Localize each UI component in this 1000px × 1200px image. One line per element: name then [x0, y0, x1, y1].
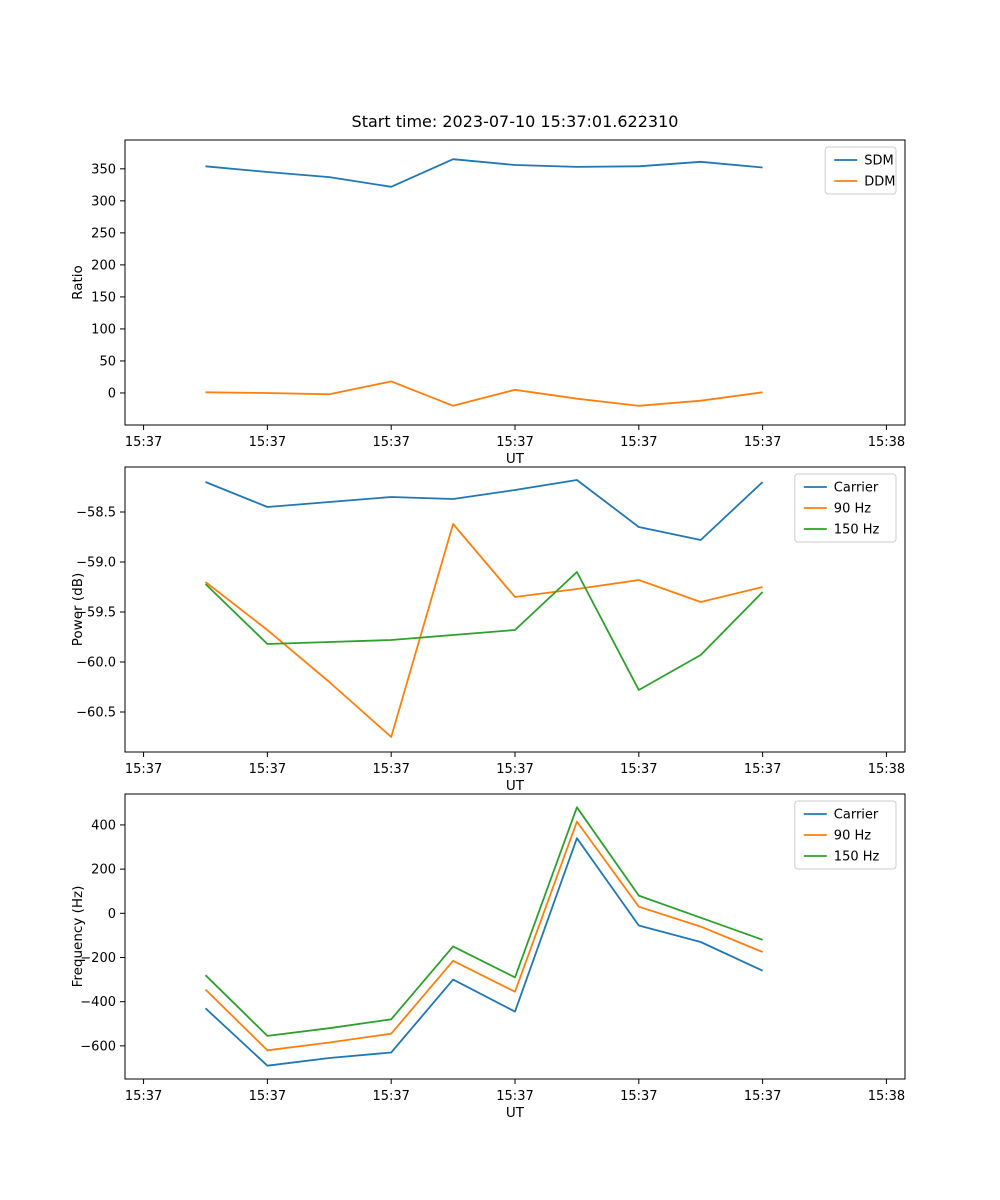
x-tick-label: 15:38 [868, 1089, 905, 1104]
y-tick-label: 100 [91, 322, 116, 337]
legend-label-90-hz: 90 Hz [834, 502, 871, 517]
legend-box [794, 473, 897, 543]
y-tick-label: −60.5 [76, 706, 116, 721]
series-line-carrier [205, 479, 764, 541]
x-tick-label: 15:37 [125, 1089, 162, 1104]
y-axis-label: Ratio [70, 265, 86, 300]
series-line-sdm [205, 158, 763, 188]
x-tick-label: 15:37 [372, 762, 409, 777]
x-axis-label: UT [506, 451, 525, 467]
y-tick-label: 250 [91, 226, 116, 241]
x-tick-label: 15:37 [496, 435, 533, 450]
x-tick-label: 15:37 [620, 762, 657, 777]
x-tick-label: 15:37 [125, 762, 162, 777]
series-line-carrier [204, 837, 763, 1067]
x-tick-label: 15:37 [744, 1089, 781, 1104]
x-tick-label: 15:37 [744, 435, 781, 450]
series-line-90-hz [204, 820, 763, 1052]
x-tick-label: 15:37 [496, 1089, 533, 1104]
x-tick-label: 15:37 [496, 762, 533, 777]
x-tick-label: 15:37 [372, 1089, 409, 1104]
legend-box [794, 800, 897, 870]
power-chart: −58.5 −59.0 −59.5 −60.0 −60.5 15:37 15:37 15:37… [70, 466, 906, 794]
y-tick-label: 150 [91, 290, 116, 305]
series-line-150-hz [204, 806, 763, 1037]
legend-label-90-hz: 90 Hz [834, 829, 871, 844]
x-tick-label: 15:38 [868, 435, 905, 450]
x-tick-label: 15:37 [249, 435, 286, 450]
y-tick-label: −59.0 [76, 556, 116, 571]
y-tick-label: −59.5 [76, 606, 116, 621]
x-tick-label: 15:38 [868, 762, 905, 777]
y-tick-label: −200 [80, 951, 116, 966]
legend-label-carrier: Carrier [834, 481, 879, 496]
series-line-150-hz [204, 571, 764, 691]
figure-title: Start time: 2023-07-10 15:37:01.622310 [351, 112, 679, 131]
y-axis-label: Power (dB) [70, 573, 86, 646]
ratio-chart: 350 300 250 200 150 100 50 0 15:37 15:37 15:37 15:3… [70, 139, 906, 467]
x-axis-label: UT [506, 1105, 525, 1121]
y-tick-label: −400 [80, 995, 116, 1010]
x-tick-label: 15:37 [620, 435, 657, 450]
y-tick-label: 400 [91, 818, 116, 833]
x-tick-label: 15:37 [249, 762, 286, 777]
legend-label-150-hz: 150 Hz [834, 523, 880, 538]
x-tick-label: 15:37 [249, 1089, 286, 1104]
legend-label-carrier: Carrier [834, 808, 879, 823]
y-tick-label: 350 [91, 162, 116, 177]
axes-border [124, 793, 906, 1080]
legend-label-150-hz: 150 Hz [834, 850, 880, 865]
y-tick-label: 0 [108, 386, 116, 401]
legend-label-sdm: SDM [864, 154, 893, 169]
legend-label-ddm: DDM [864, 175, 895, 190]
y-tick-label: 200 [91, 258, 116, 273]
series-line-90-hz [204, 523, 763, 738]
x-tick-label: 15:37 [125, 435, 162, 450]
y-tick-label: 0 [108, 907, 116, 922]
y-tick-label: −58.5 [76, 506, 116, 521]
y-tick-label: 50 [99, 354, 116, 369]
axes-border [124, 139, 906, 426]
x-tick-label: 15:37 [372, 435, 409, 450]
y-tick-label: −60.0 [76, 656, 116, 671]
y-tick-label: 200 [91, 863, 116, 878]
x-axis-label: UT [506, 778, 525, 794]
series-line-ddm [205, 380, 763, 407]
y-axis-label: Frequency (Hz) [70, 886, 86, 988]
legend-box [824, 146, 897, 195]
x-tick-label: 15:37 [620, 1089, 657, 1104]
y-tick-label: −600 [80, 1039, 116, 1054]
x-tick-label: 15:37 [744, 762, 781, 777]
frequency-chart: 400 200 0 −200 −400 −600 15:37 15:37 15:37 15:37 1… [70, 793, 906, 1121]
y-tick-label: 300 [91, 194, 116, 209]
